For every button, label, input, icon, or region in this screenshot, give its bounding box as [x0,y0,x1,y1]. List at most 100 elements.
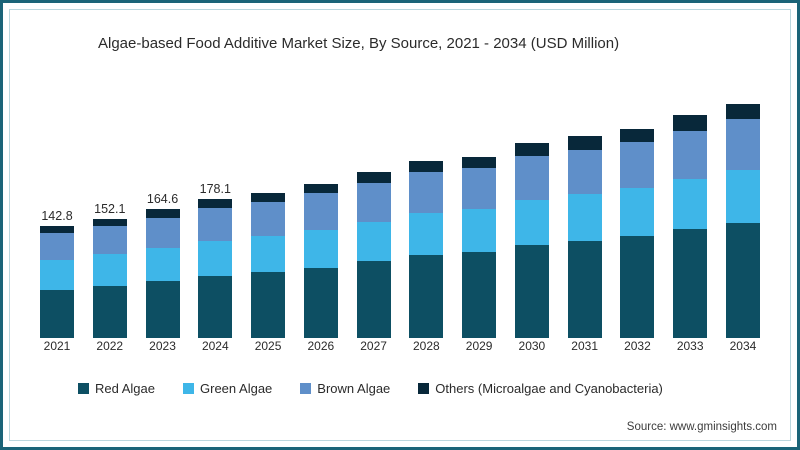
segment-red-2023[interactable] [146,281,180,338]
segment-others-2034[interactable] [726,104,760,120]
segment-others-2021[interactable] [40,226,74,233]
bar-group-2022[interactable]: 152.1 [86,88,134,338]
segment-brown-2029[interactable] [462,168,496,209]
bar-group-2026[interactable] [297,88,345,338]
bar-stack-2025[interactable] [251,193,285,338]
segment-green-2030[interactable] [515,200,549,245]
segment-others-2024[interactable] [198,199,232,208]
legend-swatch-brown [300,383,311,394]
segment-green-2023[interactable] [146,248,180,281]
bars-container: 142.8 152.1 164.6 178.1 [23,88,777,338]
segment-green-2032[interactable] [620,188,654,236]
segment-others-2023[interactable] [146,209,180,218]
bar-stack-2030[interactable] [515,143,549,338]
segment-green-2022[interactable] [93,254,127,286]
segment-brown-2030[interactable] [515,156,549,200]
bar-group-2028[interactable] [402,88,450,338]
segment-others-2026[interactable] [304,184,338,194]
bar-stack-2032[interactable] [620,129,654,338]
segment-brown-2034[interactable] [726,119,760,170]
bar-stack-2029[interactable] [462,157,496,338]
bar-total-label-2022: 152.1 [94,202,125,216]
bar-group-2032[interactable] [613,88,661,338]
segment-red-2028[interactable] [409,255,443,338]
segment-brown-2023[interactable] [146,218,180,248]
segment-others-2025[interactable] [251,193,285,202]
segment-brown-2021[interactable] [40,233,74,260]
segment-brown-2028[interactable] [409,172,443,213]
segment-others-2029[interactable] [462,157,496,168]
segment-red-2033[interactable] [673,229,707,338]
segment-others-2033[interactable] [673,115,707,130]
segment-brown-2022[interactable] [93,226,127,254]
segment-red-2027[interactable] [357,261,391,338]
x-axis-label-2024: 2024 [191,339,239,353]
segment-brown-2026[interactable] [304,193,338,229]
bar-group-2024[interactable]: 178.1 [191,88,239,338]
segment-red-2032[interactable] [620,236,654,338]
segment-red-2024[interactable] [198,276,232,338]
segment-brown-2027[interactable] [357,183,391,222]
bar-group-2030[interactable] [508,88,556,338]
segment-green-2021[interactable] [40,260,74,290]
segment-others-2022[interactable] [93,219,127,226]
bar-group-2029[interactable] [455,88,503,338]
segment-red-2029[interactable] [462,252,496,338]
segment-brown-2024[interactable] [198,208,232,241]
segment-red-2022[interactable] [93,286,127,338]
segment-green-2031[interactable] [568,194,602,240]
segment-others-2028[interactable] [409,161,443,172]
bar-stack-2024[interactable] [198,199,232,338]
bar-stack-2026[interactable] [304,184,338,338]
x-axis-label-2030: 2030 [508,339,556,353]
bar-stack-2028[interactable] [409,161,443,338]
segment-red-2026[interactable] [304,268,338,338]
segment-others-2027[interactable] [357,172,391,183]
segment-green-2028[interactable] [409,213,443,255]
legend-item-red[interactable]: Red Algae [78,381,155,396]
bar-group-2031[interactable] [561,88,609,338]
segment-others-2030[interactable] [515,143,549,156]
legend-item-brown[interactable]: Brown Algae [300,381,390,396]
bar-stack-2021[interactable] [40,226,74,338]
segment-green-2033[interactable] [673,179,707,229]
bar-stack-2023[interactable] [146,209,180,338]
bar-stack-2034[interactable] [726,104,760,338]
segment-red-2034[interactable] [726,223,760,338]
bar-group-2034[interactable] [719,88,767,338]
bar-stack-2022[interactable] [93,219,127,338]
legend-item-others[interactable]: Others (Microalgae and Cyanobacteria) [418,381,663,396]
x-axis-label-2032: 2032 [613,339,661,353]
segment-brown-2032[interactable] [620,142,654,188]
segment-green-2024[interactable] [198,241,232,276]
segment-green-2025[interactable] [251,236,285,272]
segment-brown-2031[interactable] [568,150,602,195]
bar-group-2023[interactable]: 164.6 [139,88,187,338]
segment-red-2025[interactable] [251,272,285,338]
legend-item-green[interactable]: Green Algae [183,381,272,396]
segment-brown-2033[interactable] [673,131,707,179]
segment-red-2031[interactable] [568,241,602,338]
segment-green-2026[interactable] [304,230,338,268]
legend-label-red: Red Algae [95,381,155,396]
bar-stack-2033[interactable] [673,115,707,338]
bar-group-2027[interactable] [350,88,398,338]
x-axis-label-2033: 2033 [666,339,714,353]
x-axis-label-2025: 2025 [244,339,292,353]
legend-swatch-red [78,383,89,394]
segment-brown-2025[interactable] [251,202,285,236]
segment-green-2029[interactable] [462,209,496,252]
bar-stack-2027[interactable] [357,172,391,338]
bar-stack-2031[interactable] [568,136,602,338]
segment-others-2032[interactable] [620,129,654,143]
segment-green-2034[interactable] [726,170,760,223]
bar-group-2033[interactable] [666,88,714,338]
bar-group-2021[interactable]: 142.8 [33,88,81,338]
segment-green-2027[interactable] [357,222,391,262]
segment-red-2021[interactable] [40,290,74,338]
bar-group-2025[interactable] [244,88,292,338]
x-axis-label-2029: 2029 [455,339,503,353]
segment-red-2030[interactable] [515,245,549,338]
x-axis-labels: 2021 2022 2023 2024 2025 2026 2027 2028 2029 2030… [23,339,777,353]
segment-others-2031[interactable] [568,136,602,149]
